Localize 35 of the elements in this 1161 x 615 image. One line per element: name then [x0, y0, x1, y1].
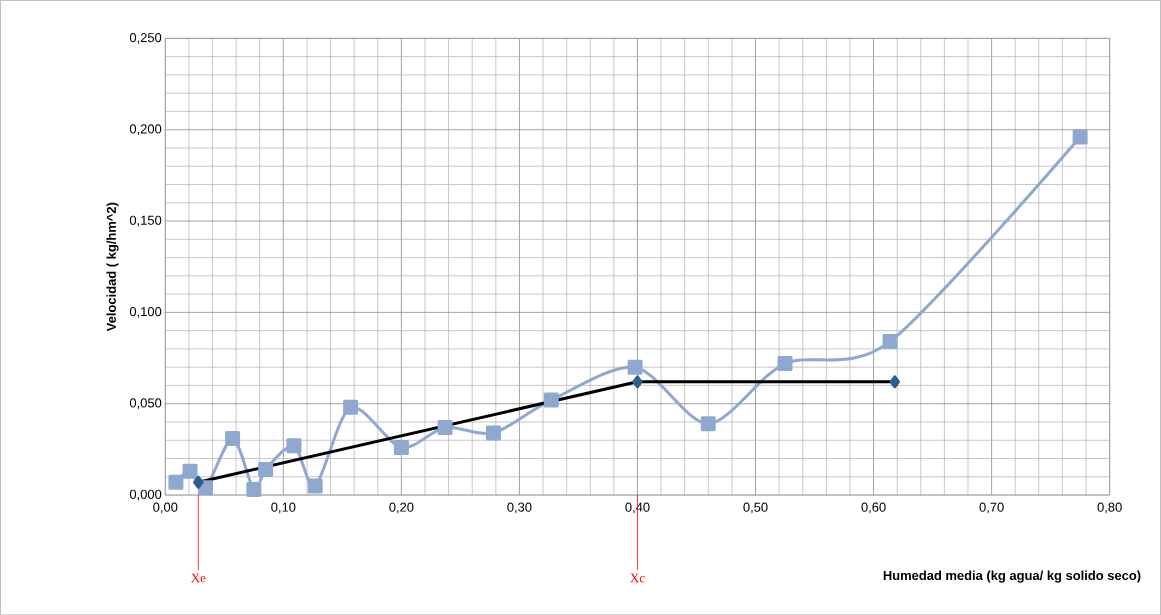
point [627, 359, 643, 375]
x-tick-label: 0,20 [389, 502, 414, 514]
x-tick-label: 0,50 [743, 502, 768, 514]
point [286, 438, 302, 454]
point [777, 355, 793, 371]
point [393, 439, 409, 455]
x-axis-title: Humedad media (kg agua/ kg solido seco) [883, 570, 1141, 583]
point [343, 399, 359, 415]
y-axis-title: Velocidad ( kg/hm^2) [106, 202, 119, 331]
ref-line-label: Xc [630, 573, 645, 583]
x-tick-label: 0,30 [507, 502, 532, 514]
point [485, 425, 501, 441]
y-tick-label: 0,100 [129, 306, 162, 318]
y-tick-label: 0,200 [129, 124, 162, 135]
y-tick-label: 0,050 [129, 398, 162, 409]
point [1072, 129, 1088, 145]
point [543, 392, 559, 408]
y-tick-label: 0,000 [129, 489, 162, 501]
y-tick-label: 0,150 [129, 215, 162, 227]
x-tick-label: 0,10 [271, 502, 296, 514]
point [437, 419, 453, 435]
ref-line-label: Xe [191, 573, 206, 583]
x-tick-label: 0,60 [861, 502, 886, 514]
point [700, 416, 716, 432]
point [307, 478, 323, 494]
point [258, 461, 274, 477]
x-tick-label: 0,80 [1097, 502, 1122, 514]
point [882, 333, 898, 349]
y-tick-label: 0,250 [129, 32, 162, 44]
point [225, 430, 241, 446]
x-tick-label: 0,00 [153, 502, 178, 514]
x-tick-label: 0,70 [979, 502, 1004, 514]
point [182, 463, 198, 479]
point [168, 474, 184, 490]
point [246, 481, 262, 497]
